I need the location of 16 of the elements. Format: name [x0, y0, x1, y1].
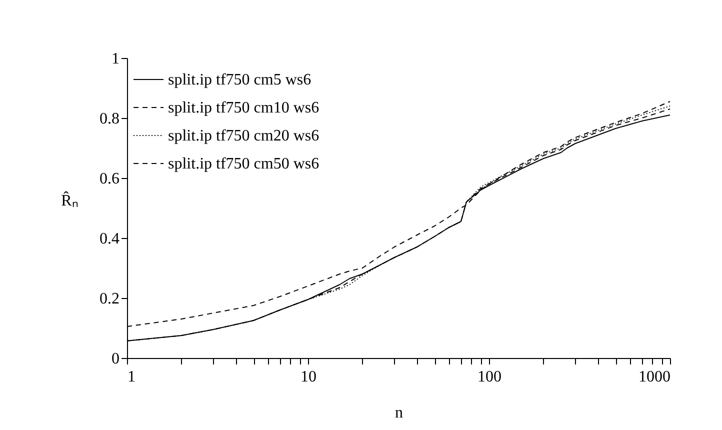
y-tick-label: 1	[112, 50, 120, 68]
legend-label: split.ip tf750 cm20 ws6	[168, 128, 320, 144]
x-tick-label: 10	[300, 368, 316, 386]
y-tick-label: 0.8	[100, 110, 120, 128]
y-axis-title: R̂ₙ	[61, 190, 78, 210]
x-tick-label: 100	[478, 368, 502, 386]
x-tick-label: 1	[128, 368, 136, 386]
y-tick-label: 0.4	[100, 230, 120, 248]
y-tick-label: 0.6	[100, 170, 120, 188]
x-axis-title: n	[395, 404, 403, 422]
legend-label: split.ip tf750 cm5 ws6	[168, 72, 312, 88]
x-tick-label: 1000	[638, 368, 670, 386]
y-tick-label: 0	[112, 350, 120, 368]
y-tick-label: 0.2	[100, 290, 120, 308]
legend-label: split.ip tf750 cm50 ws6	[168, 156, 320, 172]
legend-label: split.ip tf750 cm10 ws6	[168, 100, 320, 116]
